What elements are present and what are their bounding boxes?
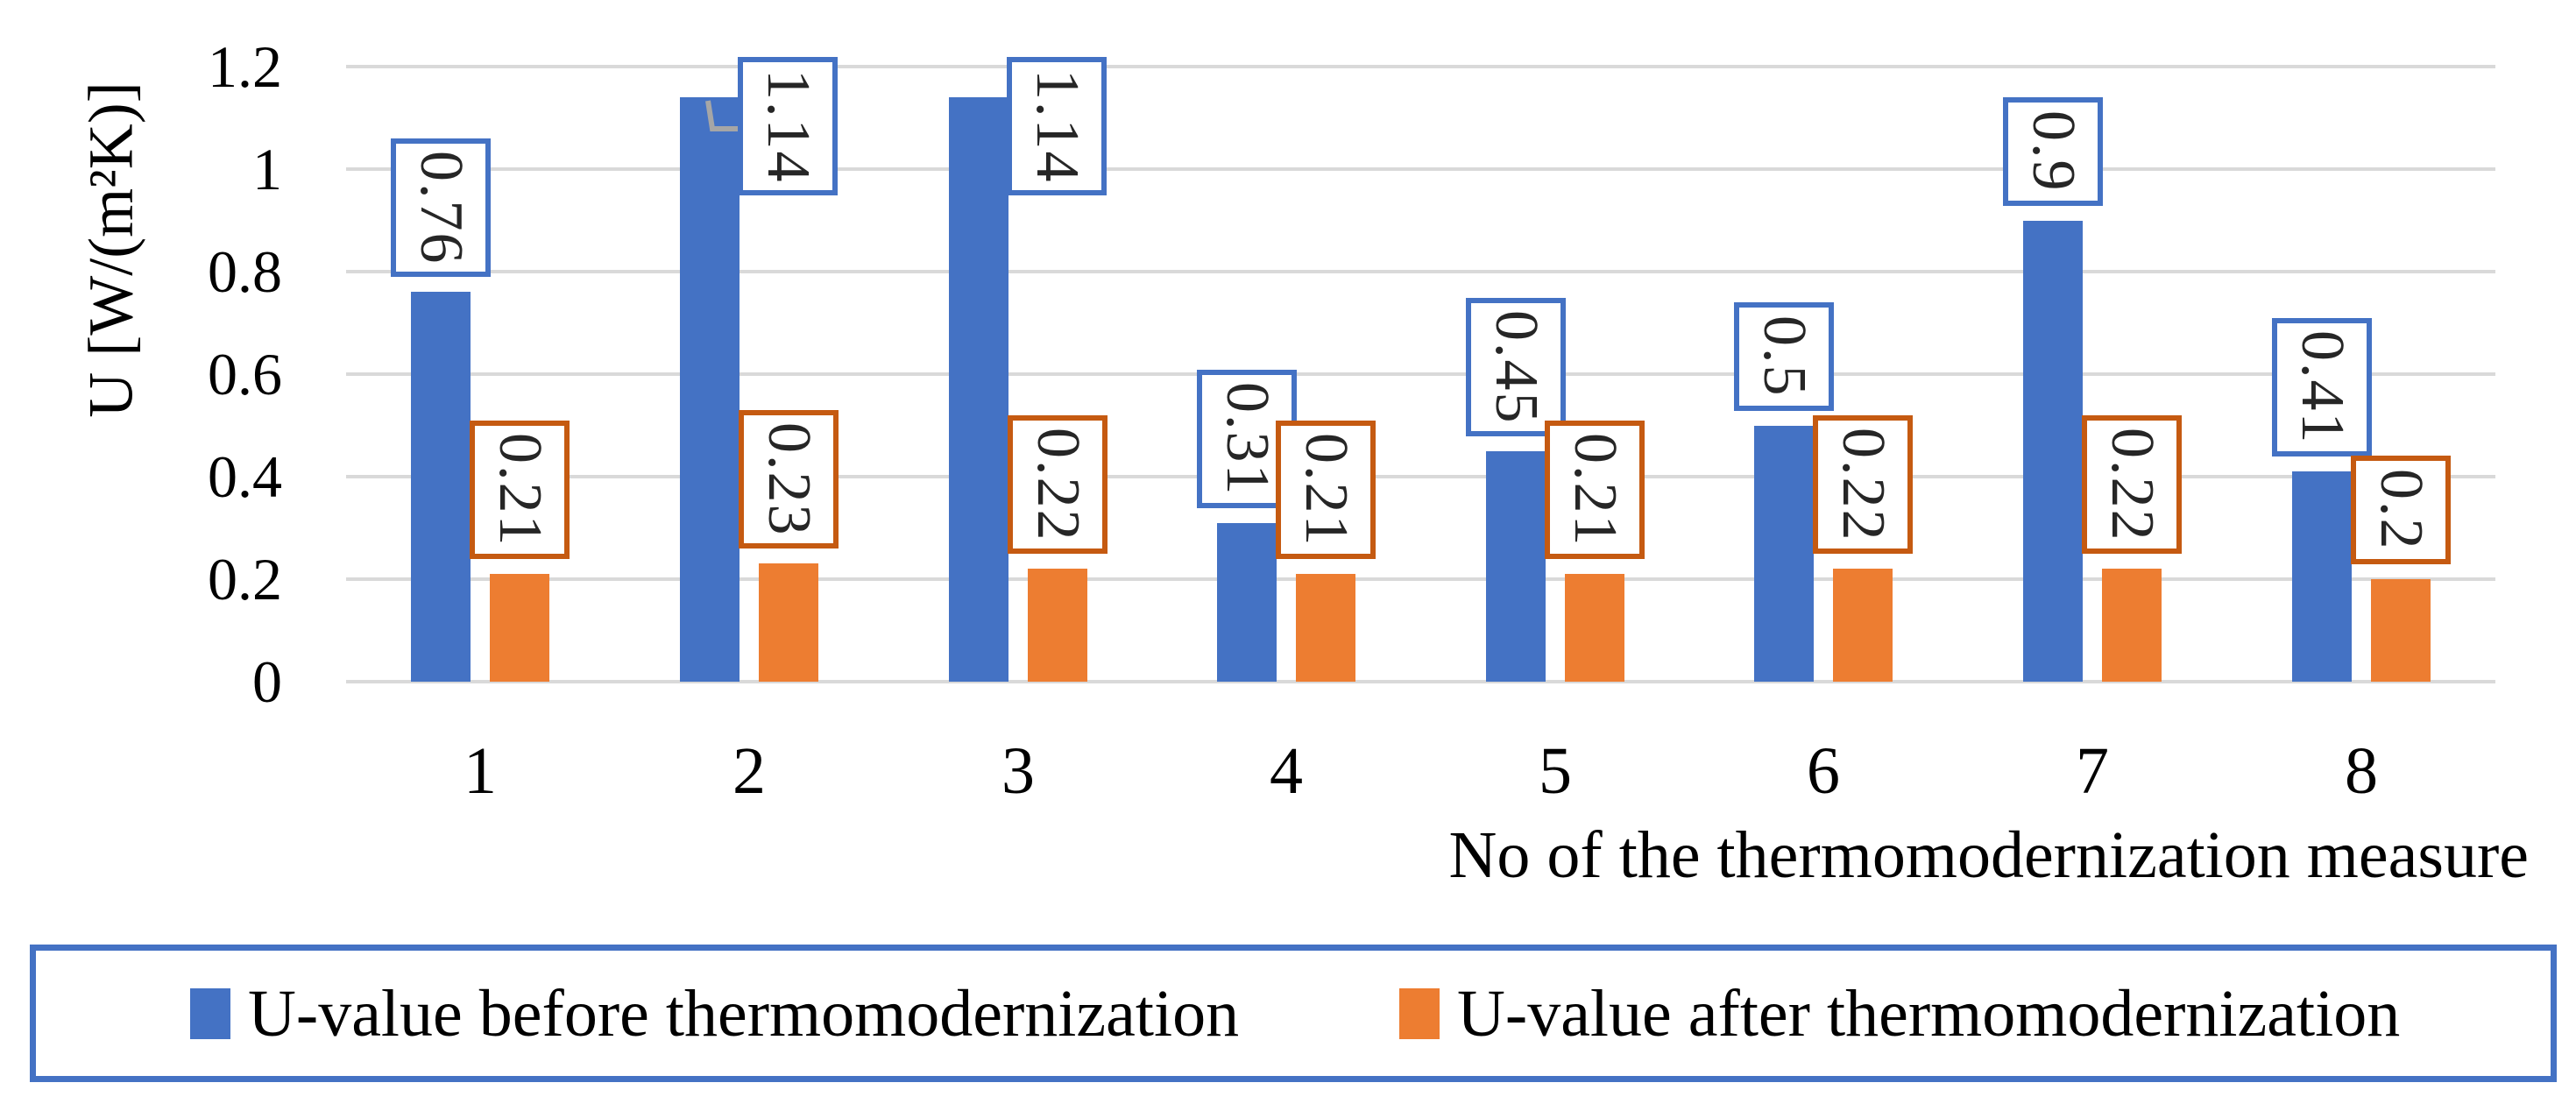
bar-before-1 [411, 292, 471, 682]
data-label-after-3: 0.22 [1008, 415, 1108, 554]
bar-before-4 [1217, 523, 1277, 682]
data-label-before-7: 0.9 [2003, 97, 2103, 206]
bar-before-3 [949, 97, 1008, 682]
gridline [346, 680, 2495, 683]
gridline [346, 270, 2495, 273]
category-label: 5 [1539, 734, 1572, 808]
y-tick-label: 0.6 [208, 341, 282, 407]
legend-label-before: U-value before thermomodernization [248, 976, 1240, 1051]
data-label-after-4: 0.21 [1276, 421, 1376, 559]
data-label-before-5: 0.45 [1466, 298, 1566, 436]
y-tick-label: 1.2 [208, 33, 282, 100]
data-label-after-5: 0.21 [1545, 421, 1645, 559]
bar-after-3 [1028, 569, 1087, 682]
data-label-after-2: 0.23 [739, 410, 839, 548]
y-tick-label: 1 [252, 136, 282, 202]
bar-before-5 [1486, 451, 1546, 682]
legend-swatch-after-icon [1399, 987, 1440, 1039]
y-axis-title: U [W/(m²K)] [75, 81, 146, 418]
bar-after-4 [1296, 574, 1355, 682]
bar-before-7 [2023, 221, 2083, 682]
legend: U-value before thermomodernization U-val… [30, 945, 2557, 1082]
gridline [346, 167, 2495, 171]
legend-item-before: U-value before thermomodernization [190, 951, 1239, 1076]
bar-after-2 [759, 563, 818, 682]
bar-before-6 [1754, 426, 1814, 682]
x-axis-title: No of the thermomodernization measure [1448, 818, 2529, 892]
data-label-after-1: 0.21 [470, 421, 570, 559]
category-label: 3 [1001, 734, 1035, 808]
category-label: 4 [1270, 734, 1303, 808]
data-label-after-7: 0.22 [2082, 415, 2182, 554]
y-tick-label: 0.2 [208, 546, 282, 612]
data-label-before-3: 1.14 [1007, 57, 1107, 195]
y-tick-label: 0.4 [208, 443, 282, 510]
data-label-before-6: 0.5 [1734, 302, 1834, 411]
data-label-before-2: 1.14 [738, 57, 838, 195]
data-label-before-1: 0.76 [391, 138, 491, 277]
legend-item-after: U-value after thermomodernization [1399, 951, 2400, 1076]
category-label: 6 [1807, 734, 1840, 808]
y-tick-label: 0.8 [208, 238, 282, 305]
data-label-after-8: 0.2 [2351, 456, 2451, 564]
bar-before-8 [2292, 471, 2352, 682]
bar-after-7 [2102, 569, 2162, 682]
leader-line [696, 92, 757, 149]
bar-before-2 [680, 97, 740, 682]
gridline [346, 577, 2495, 581]
bar-after-6 [1833, 569, 1893, 682]
gridline [346, 372, 2495, 376]
category-label: 1 [464, 734, 497, 808]
bar-after-1 [490, 574, 549, 682]
category-label: 7 [2076, 734, 2109, 808]
bar-after-8 [2371, 579, 2431, 682]
category-label: 8 [2345, 734, 2378, 808]
y-tick-label: 0 [252, 648, 282, 715]
gridline [346, 65, 2495, 68]
data-label-before-8: 0.41 [2272, 318, 2372, 456]
legend-swatch-before-icon [190, 987, 230, 1039]
category-label: 2 [732, 734, 766, 808]
legend-label-after: U-value after thermomodernization [1457, 976, 2401, 1051]
gridline [346, 475, 2495, 478]
bar-after-5 [1565, 574, 1624, 682]
data-label-after-6: 0.22 [1813, 415, 1913, 554]
